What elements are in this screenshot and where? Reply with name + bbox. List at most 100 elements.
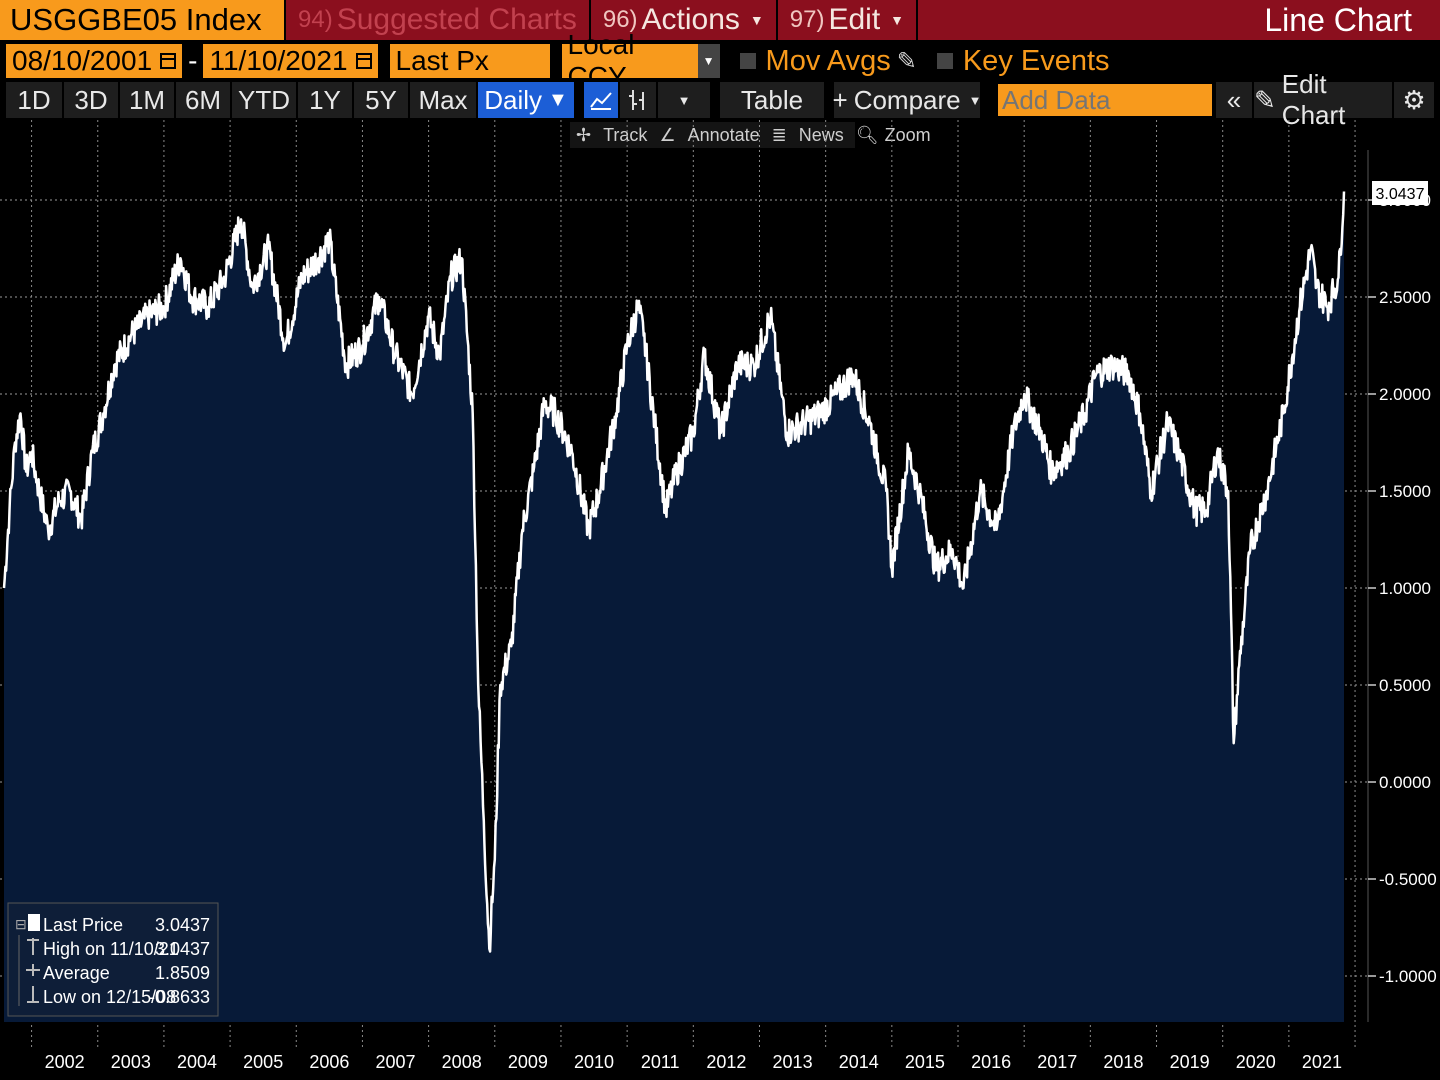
x-tick-label: 2007 <box>376 1052 416 1072</box>
period-1m[interactable]: 1M <box>120 82 174 118</box>
collapse-icon[interactable]: « <box>1216 82 1252 118</box>
period-5y[interactable]: 5Y <box>354 82 408 118</box>
x-tick-label: 2011 <box>641 1052 680 1072</box>
menu-number: 94) <box>298 6 333 33</box>
pencil-icon: ✎ <box>1254 84 1276 115</box>
period-1d[interactable]: 1D <box>6 82 62 118</box>
compare-label: Compare <box>853 84 961 115</box>
ticker-field[interactable]: USGGBE05 Index <box>0 0 284 40</box>
legend-label: High on 11/10/21 <box>43 939 179 959</box>
menu-label: Suggested Charts <box>336 3 577 36</box>
annotate-tool[interactable]: Annotate <box>687 124 760 145</box>
period-ytd[interactable]: YTD <box>232 82 296 118</box>
x-tick-label: 2004 <box>177 1052 217 1072</box>
title-bar: USGGBE05 Index 94) Suggested Charts 96) … <box>0 0 1440 40</box>
field-select[interactable]: Last Px <box>389 44 550 78</box>
table-button[interactable]: Table <box>720 82 824 118</box>
end-date-value: 11/10/2021 <box>209 45 348 76</box>
chevron-down-icon: ▼ <box>890 12 905 28</box>
frequency-dropdown[interactable]: Daily ▼ <box>478 82 574 118</box>
legend-label: Last Price <box>43 915 123 935</box>
chevron-down-icon: ▼ <box>749 12 764 28</box>
x-tick-label: 2020 <box>1236 1052 1276 1072</box>
x-tick-label: 2003 <box>111 1052 151 1072</box>
key-events-label: Key Events <box>962 44 1110 77</box>
pencil-icon[interactable]: ✎ <box>896 47 917 75</box>
period-1y[interactable]: 1Y <box>298 82 352 118</box>
x-tick-label: 2012 <box>706 1052 746 1072</box>
edit-menu[interactable]: 97) Edit ▼ <box>775 0 919 40</box>
start-date-value: 08/10/2001 <box>12 45 153 76</box>
legend-label: Average <box>43 963 110 983</box>
svg-text:⊟: ⊟ <box>15 916 27 932</box>
plus-icon: + <box>832 84 848 115</box>
options-bar: 08/10/2001 - 11/10/2021 Last Px Local CC… <box>0 29 1440 92</box>
gridlines <box>0 120 1368 1048</box>
x-tick-label: 2010 <box>574 1052 614 1072</box>
chart-tools: ✢ Track ∠ Annotate ≣ News 🔍︎ Zoom <box>570 122 931 148</box>
y-tick-label: 2.5000 <box>1379 288 1431 307</box>
chart-style-dropdown[interactable]: ▼ <box>658 82 710 118</box>
toolbar: 1D 3D 1M 6M YTD 1Y 5Y Max Daily ▼ ▼ Tabl… <box>0 69 1440 130</box>
period-max[interactable]: Max <box>410 82 476 118</box>
chevron-down-icon: ▼ <box>677 92 691 108</box>
y-tick-label: -1.0000 <box>1379 967 1437 986</box>
last-price-marker: 3.0437 <box>1372 181 1428 205</box>
x-tick-label: 2013 <box>773 1052 813 1072</box>
news-icon: ≣ <box>771 124 787 145</box>
legend-value: -0.8633 <box>149 987 210 1007</box>
edit-chart-button[interactable]: ✎ Edit Chart <box>1254 69 1392 130</box>
x-tick-label: 2021 <box>1302 1052 1342 1072</box>
line-chart-icon[interactable] <box>584 82 618 118</box>
news-tool[interactable]: News <box>798 124 844 145</box>
edit-chart-label: Edit Chart <box>1281 69 1346 130</box>
x-axis: 2002 2003 2004 2005 2006 2007 2008 2009 2010 2011… <box>45 1052 1342 1072</box>
mov-avgs-label: Mov Avgs <box>765 44 891 77</box>
x-tick-label: 2019 <box>1170 1052 1210 1072</box>
menu-label: Edit <box>828 3 881 36</box>
period-6m[interactable]: 6M <box>176 82 230 118</box>
x-tick-label: 2002 <box>45 1052 85 1072</box>
add-data-input[interactable] <box>998 84 1212 116</box>
calendar-icon[interactable] <box>160 53 177 69</box>
price-area <box>4 191 1344 1022</box>
legend-value: 1.8509 <box>155 963 210 983</box>
legend-value: 3.0437 <box>155 939 210 959</box>
y-tick-label: 1.5000 <box>1379 482 1431 501</box>
chart-type-title: Line Chart <box>1264 1 1412 38</box>
y-tick-label: 0.0000 <box>1379 773 1431 792</box>
annotate-icon: ∠ <box>659 124 676 145</box>
y-tick-label: 0.5000 <box>1379 676 1431 695</box>
compare-button[interactable]: + Compare ▼ <box>832 82 982 118</box>
bar-chart-icon[interactable] <box>620 82 656 118</box>
menu-number: 97) <box>789 6 825 33</box>
y-tick-label: -0.5000 <box>1379 870 1437 889</box>
x-tick-label: 2009 <box>508 1052 548 1072</box>
x-tick-label: 2017 <box>1037 1052 1077 1072</box>
legend-box: ⊟ Last Price 3.0437 High on 11/10/21 3.0… <box>7 902 219 1017</box>
chevron-down-icon: ▼ <box>702 54 715 68</box>
y-tick-label: 2.0000 <box>1379 385 1431 404</box>
zoom-tool[interactable]: Zoom <box>884 124 931 145</box>
chevron-down-icon: ▼ <box>968 92 982 108</box>
currency-dropdown-button[interactable]: ▼ <box>697 44 720 78</box>
key-events-checkbox[interactable] <box>936 53 953 69</box>
x-tick-label: 2005 <box>243 1052 283 1072</box>
price-line <box>2 191 1346 953</box>
mov-avgs-checkbox[interactable] <box>739 53 756 69</box>
x-tick-label: 2015 <box>905 1052 945 1072</box>
legend-label: Low on 12/15/08 <box>43 987 176 1007</box>
last-price-label: 3.0437 <box>1376 186 1425 203</box>
period-3d[interactable]: 3D <box>64 82 118 118</box>
start-date-field[interactable]: 08/10/2001 <box>6 44 183 78</box>
suggested-charts-menu[interactable]: 94) Suggested Charts <box>284 0 589 40</box>
track-tool[interactable]: Track <box>603 124 648 145</box>
calendar-icon[interactable] <box>355 53 372 69</box>
end-date-field[interactable]: 11/10/2021 <box>203 44 378 78</box>
frequency-label: Daily <box>484 84 542 115</box>
actions-menu[interactable]: 96) Actions ▼ <box>588 0 776 40</box>
currency-select[interactable]: Local CCY <box>561 29 698 92</box>
gear-icon[interactable]: ⚙ <box>1394 82 1434 118</box>
legend-value: 3.0437 <box>155 915 210 935</box>
